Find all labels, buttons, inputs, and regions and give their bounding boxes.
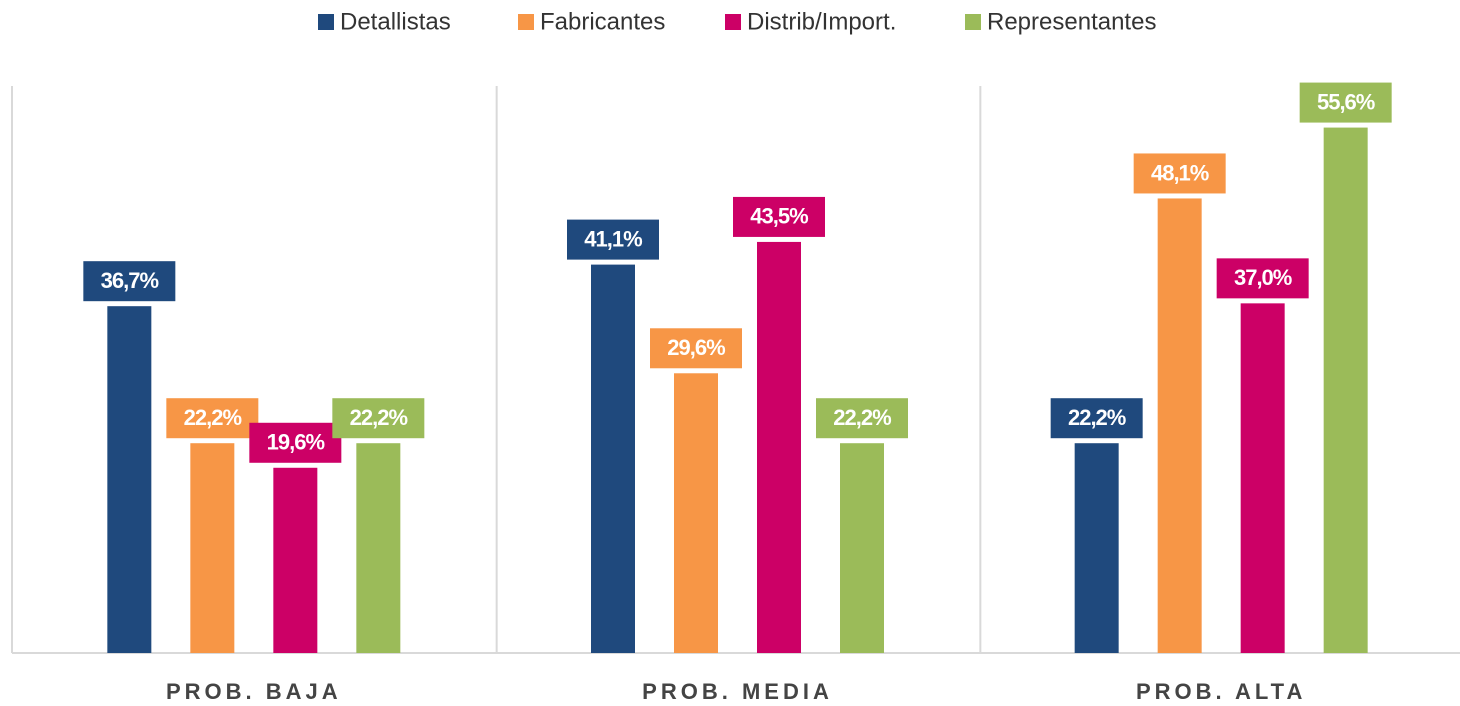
bar — [1323, 127, 1368, 653]
bar — [591, 264, 635, 653]
value-label: 37,0% — [1234, 265, 1292, 290]
value-label: 19,6% — [267, 430, 325, 455]
bar — [757, 241, 801, 654]
value-label-box — [1050, 398, 1143, 439]
bar — [1074, 443, 1119, 653]
legend-swatch — [518, 14, 534, 30]
legend-swatch — [725, 14, 741, 30]
value-label-box — [166, 398, 259, 439]
value-label: 22,2% — [833, 405, 891, 430]
value-label: 41,1% — [584, 226, 642, 251]
value-label: 36,7% — [101, 268, 159, 293]
value-label-box — [332, 398, 425, 439]
value-label-box — [1133, 153, 1226, 194]
value-label: 55,6% — [1317, 89, 1375, 114]
bar — [1157, 198, 1202, 653]
value-label-box — [733, 196, 825, 237]
value-label-box — [249, 422, 342, 463]
value-label-box — [650, 328, 742, 369]
value-label-box — [1299, 82, 1392, 123]
legend-swatch — [965, 14, 981, 30]
x-tick-label: PROB. ALTA — [1136, 679, 1306, 704]
bar — [1240, 303, 1285, 653]
value-label-box — [83, 261, 176, 302]
bar — [674, 373, 718, 653]
value-label: 29,6% — [667, 335, 725, 360]
bar — [107, 306, 152, 653]
value-label-box — [1216, 258, 1309, 299]
bar — [273, 467, 318, 653]
value-label-box — [816, 398, 908, 439]
value-label: 22,2% — [1068, 405, 1126, 430]
bar — [190, 443, 235, 653]
value-label: 43,5% — [750, 204, 808, 229]
value-label: 48,1% — [1151, 160, 1209, 185]
legend-label: Distrib/Import. — [747, 8, 896, 35]
legend-label: Representantes — [987, 8, 1156, 35]
legend-label: Fabricantes — [540, 8, 665, 35]
value-label-box — [567, 219, 659, 260]
legend-swatch — [318, 14, 334, 30]
x-tick-label: PROB. BAJA — [166, 679, 342, 704]
x-tick-label: PROB. MEDIA — [642, 679, 833, 704]
value-label: 22,2% — [184, 405, 242, 430]
bar — [356, 443, 401, 653]
bar — [840, 443, 884, 653]
value-label: 22,2% — [350, 405, 408, 430]
legend-label: Detallistas — [340, 8, 451, 35]
